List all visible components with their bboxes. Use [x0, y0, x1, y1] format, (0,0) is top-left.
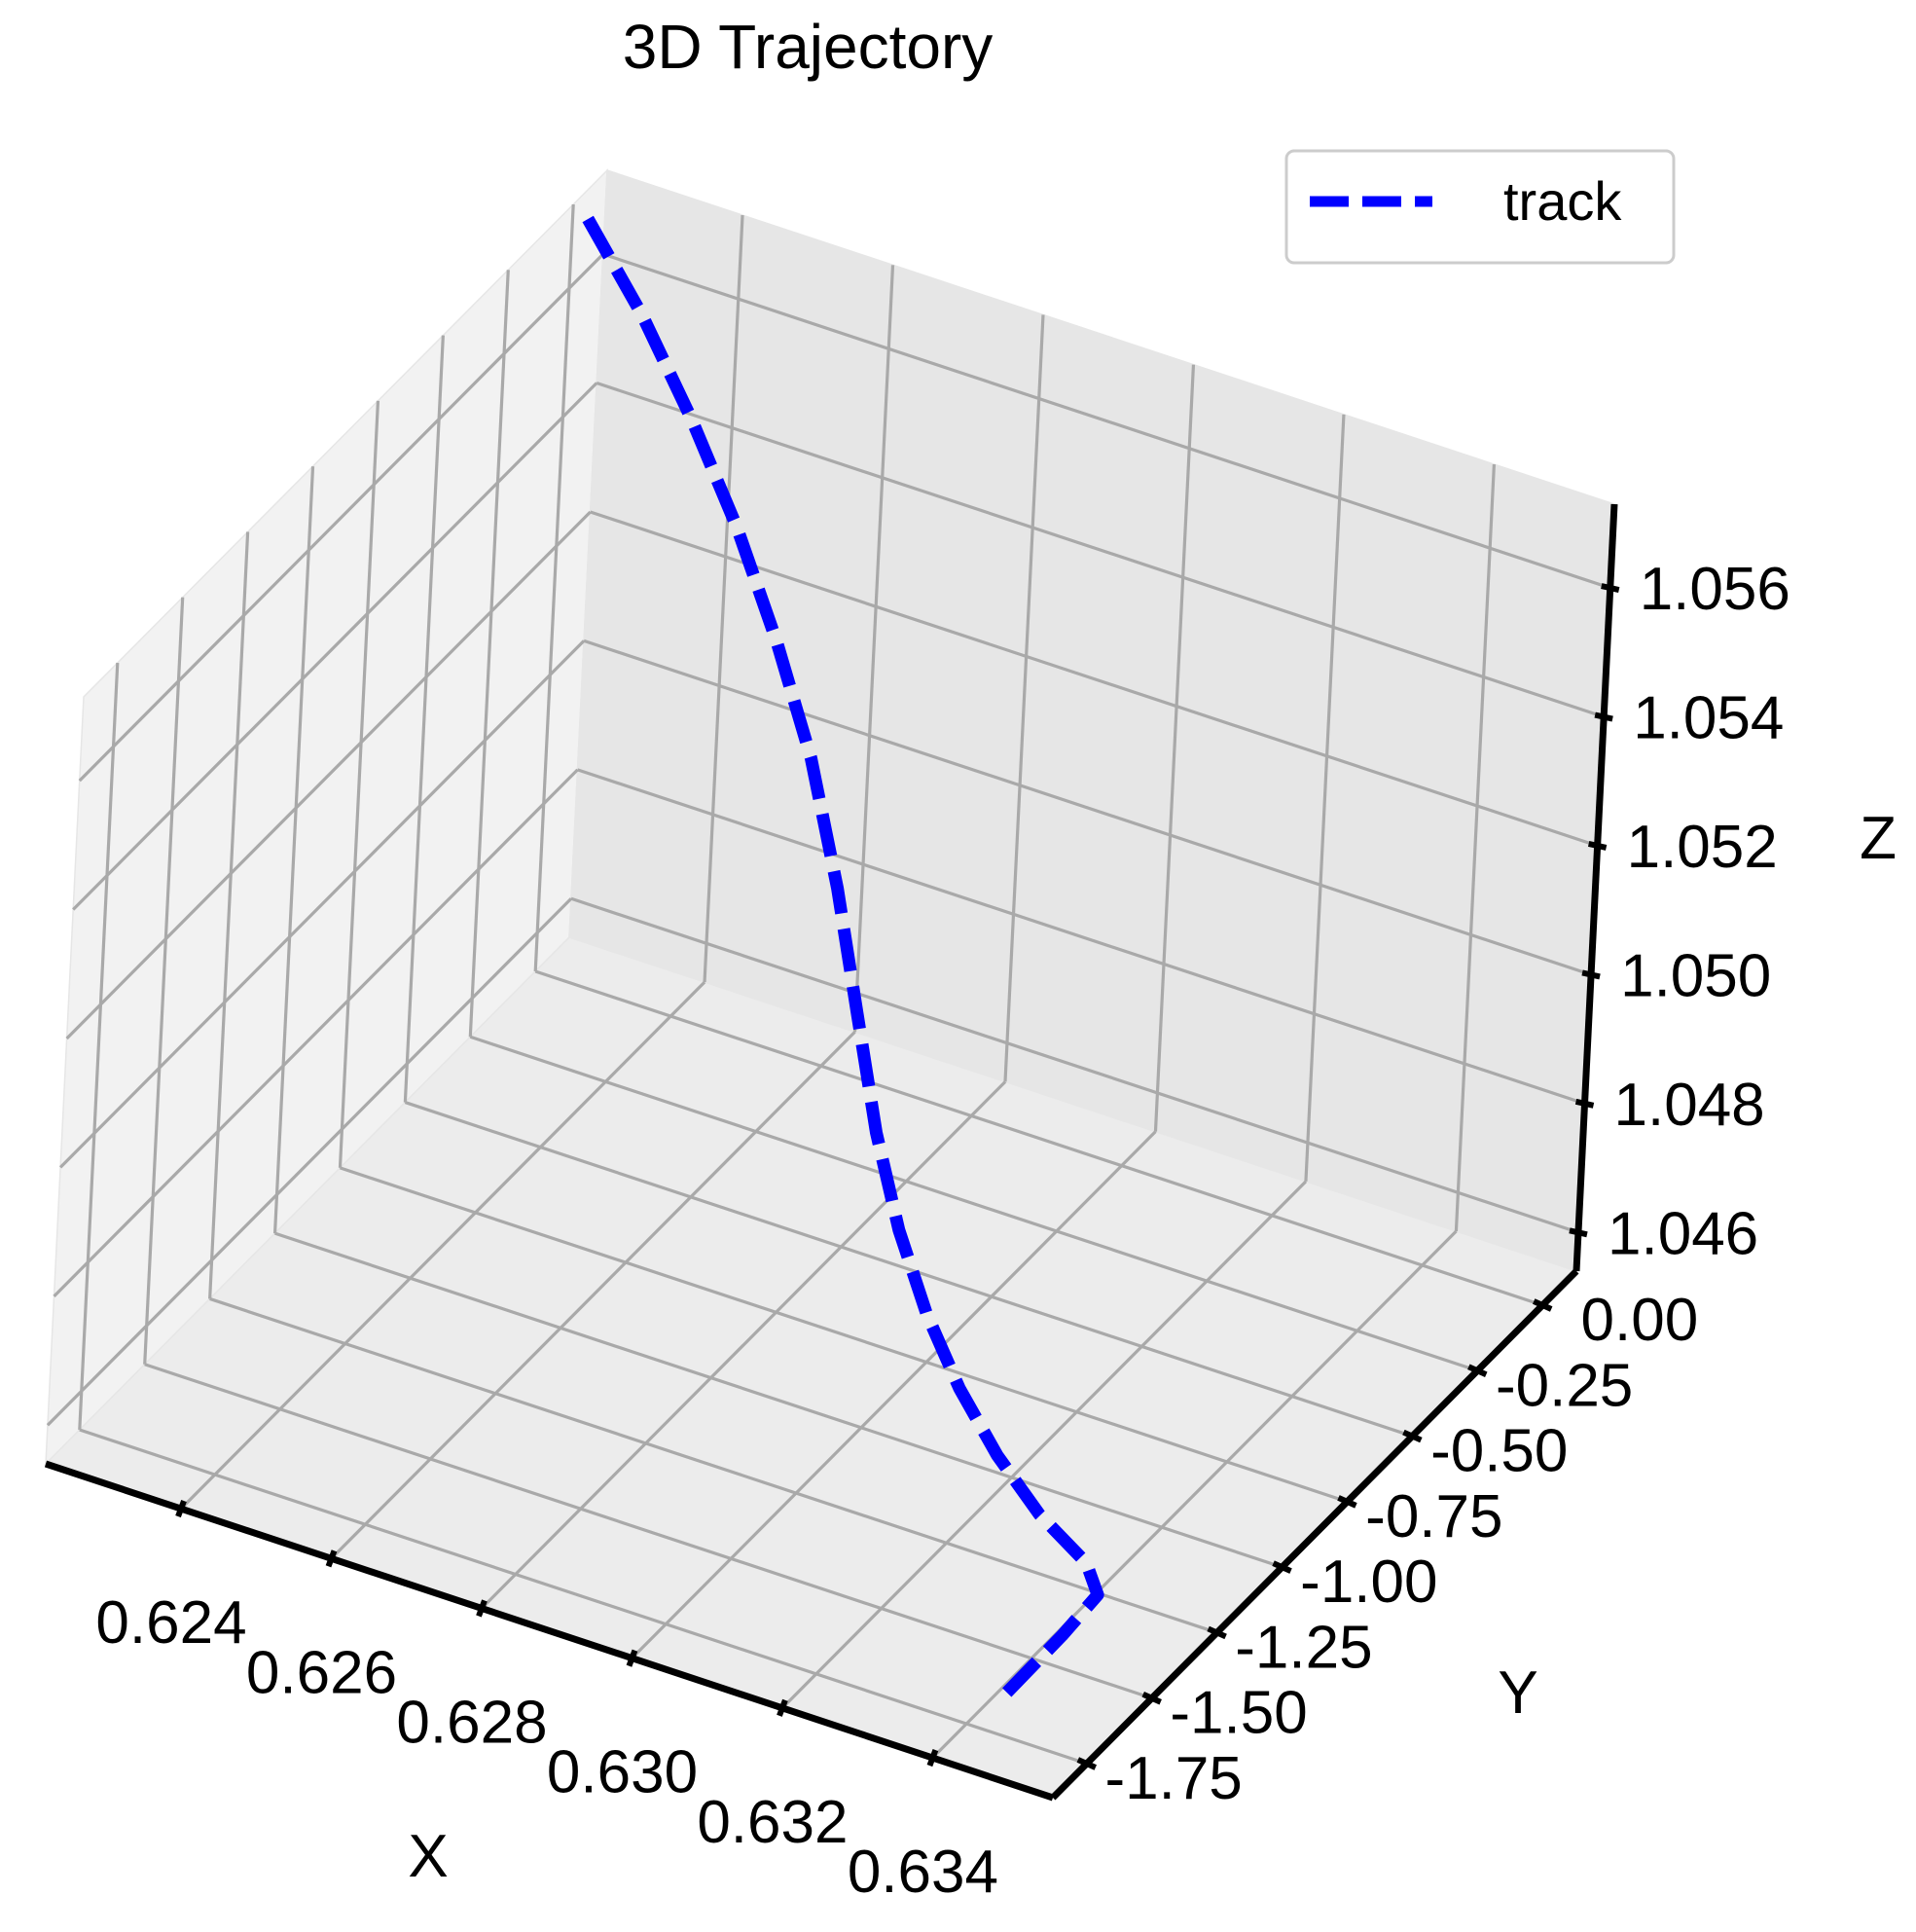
grid-line-left-z: [78, 252, 604, 783]
z-axis-label: Z: [1860, 805, 1897, 872]
grid-line-back-z: [570, 896, 1579, 1234]
grid-line-back-z: [583, 638, 1592, 976]
grid-line-floor-y: [534, 969, 1543, 1307]
y-tick-label: -0.25: [1496, 1352, 1633, 1419]
grid-line-left-y: [468, 270, 510, 1038]
series: [582, 215, 1104, 1708]
x-tick-mark: [626, 1649, 638, 1667]
y-tick-mark: [1337, 1495, 1357, 1509]
z-tick-mark: [1587, 841, 1608, 851]
y-tick-label: -1.75: [1104, 1745, 1242, 1812]
y-tick-mark: [1076, 1757, 1098, 1770]
x-tick-label: 0.634: [848, 1839, 998, 1906]
z-tick-label: 1.052: [1627, 814, 1778, 881]
legend-label-track: track: [1503, 170, 1622, 232]
grid-line-left-y: [533, 203, 575, 972]
legend: track: [1284, 149, 1676, 265]
grid-line-back-z: [596, 382, 1605, 719]
axes: [44, 503, 1618, 1802]
axis-panes: [44, 168, 1615, 1799]
x-tick-mark: [777, 1698, 788, 1717]
tick-marks: [175, 583, 1620, 1770]
z-tick-label: 1.054: [1633, 685, 1784, 752]
grid-line-back-x: [1003, 314, 1045, 1082]
grid-line-left-z: [58, 639, 586, 1169]
y-tick-label: -1.00: [1300, 1549, 1437, 1616]
grid-line-left-z: [46, 897, 573, 1427]
grid-line-floor-y: [469, 1035, 1478, 1372]
x-tick-label: 0.626: [246, 1639, 397, 1706]
grid-line-left-y: [272, 466, 315, 1234]
x-tick-label: 0.630: [547, 1739, 698, 1806]
y-axis-label: Y: [1498, 1659, 1537, 1727]
z-axis-line: [1573, 503, 1618, 1272]
y-tick-mark: [1141, 1691, 1162, 1705]
grid-line-floor-y: [79, 1428, 1088, 1766]
grid-line-back-x: [1454, 463, 1497, 1232]
grid-line-back-z: [590, 510, 1599, 848]
z-tick-label: 1.046: [1608, 1200, 1758, 1267]
z-tick-label: 1.050: [1620, 942, 1771, 1009]
z-tick-label: 1.056: [1640, 556, 1790, 623]
grid-line-left-z: [65, 510, 592, 1040]
y-tick-label: -0.50: [1430, 1418, 1568, 1485]
z-tick-mark: [1574, 1098, 1595, 1109]
y-tick-label: -1.50: [1170, 1680, 1307, 1747]
grid-line-left-z: [72, 382, 598, 911]
z-tick-mark: [1569, 1227, 1588, 1238]
series-line-track: [582, 215, 1104, 1708]
y-tick-mark: [1207, 1625, 1227, 1640]
x-axis-label: X: [408, 1823, 448, 1890]
grid-line-left-y: [78, 662, 120, 1431]
x-tick-label: 0.624: [95, 1589, 246, 1657]
grid-line-floor-x: [179, 980, 706, 1511]
grid-line-floor-x: [480, 1080, 1007, 1610]
legend-frame: [1284, 149, 1676, 265]
x-tick-label: 0.628: [396, 1690, 547, 1757]
grid-line-back-x: [1153, 364, 1196, 1132]
chart-title: 3D Trajectory: [623, 12, 994, 82]
grid-line-floor-x: [330, 1031, 856, 1560]
grid-line-floor-y: [404, 1101, 1413, 1439]
grid-line-back-x: [852, 265, 895, 1033]
z-tick-mark: [1601, 583, 1620, 594]
z-tick-label: 1.048: [1614, 1072, 1765, 1139]
grid-line-floor-y: [209, 1296, 1218, 1634]
grid-line-back-z: [577, 768, 1586, 1106]
grid-line-left-z: [53, 768, 579, 1297]
z-tick-mark: [1581, 969, 1601, 980]
grid-line-left-y: [143, 597, 185, 1365]
y-tick-mark: [1272, 1560, 1292, 1574]
grid-line-left-y: [403, 335, 445, 1103]
y-tick-label: -0.75: [1365, 1483, 1502, 1550]
grid-line-back-z: [602, 252, 1611, 590]
x-tick-mark: [476, 1599, 488, 1618]
y-tick-label: -1.25: [1235, 1614, 1372, 1681]
x-tick-label: 0.632: [697, 1789, 848, 1856]
x-axis-line: [44, 1460, 1055, 1802]
y-tick-label: 0.00: [1581, 1287, 1699, 1354]
grid-line-floor-y: [144, 1363, 1153, 1700]
grid-line-floor-x: [631, 1130, 1157, 1659]
y-tick-mark: [1532, 1298, 1553, 1312]
y-tick-mark: [1467, 1364, 1488, 1378]
x-tick-mark: [175, 1500, 187, 1518]
grid-line-floor-y: [339, 1166, 1348, 1504]
tick-labels: 0.6240.6260.6280.6300.6320.6340.00-0.25-…: [95, 556, 1789, 1906]
grid: [46, 203, 1611, 1766]
grid-line-back-x: [703, 214, 744, 983]
z-tick-mark: [1594, 711, 1613, 722]
grid-line-back-x: [1304, 414, 1346, 1182]
y-tick-mark: [1402, 1429, 1423, 1443]
grid-line-floor-x: [780, 1180, 1308, 1709]
y-axis-line: [1050, 1268, 1579, 1801]
grid-line-floor-y: [274, 1231, 1283, 1569]
grid-line-left-y: [208, 531, 250, 1299]
grid-line-left-y: [338, 400, 380, 1168]
x-tick-mark: [926, 1748, 939, 1768]
x-tick-mark: [325, 1549, 338, 1568]
